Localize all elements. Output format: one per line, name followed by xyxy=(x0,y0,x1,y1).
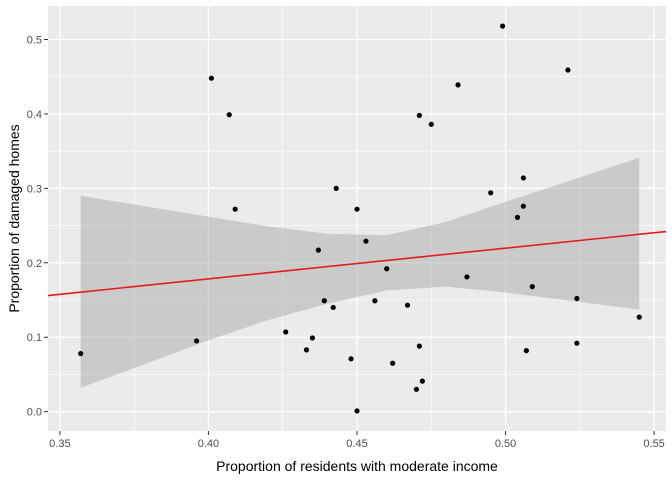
y-tick-label: 0.2 xyxy=(27,258,42,270)
data-point xyxy=(354,206,360,212)
y-axis-ticks: 0.0 0.1 0.2 0.3 0.4 0.5 xyxy=(27,34,48,419)
data-point xyxy=(390,360,396,366)
y-tick-label: 0.3 xyxy=(27,183,42,195)
data-point xyxy=(372,298,378,304)
data-point xyxy=(354,408,360,414)
x-tick-label: 0.35 xyxy=(49,438,70,450)
y-tick-label: 0.4 xyxy=(27,109,42,121)
data-point xyxy=(208,75,215,81)
data-point xyxy=(232,206,238,212)
x-tick-label: 0.55 xyxy=(643,438,664,450)
data-point xyxy=(78,350,84,357)
y-tick-label: 0.1 xyxy=(27,332,42,344)
data-point xyxy=(520,203,526,209)
data-point xyxy=(348,356,354,362)
data-point xyxy=(419,378,425,384)
data-point xyxy=(321,298,327,304)
data-point xyxy=(416,343,422,349)
data-point xyxy=(488,190,494,196)
x-tick-label: 0.45 xyxy=(346,438,367,450)
y-tick-label: 0.0 xyxy=(27,407,42,419)
data-point xyxy=(404,302,411,308)
data-point xyxy=(283,329,289,335)
data-point xyxy=(428,121,434,127)
data-point xyxy=(333,185,339,191)
data-point xyxy=(315,247,321,253)
data-point xyxy=(226,112,232,118)
data-point xyxy=(520,175,526,181)
data-point xyxy=(303,347,310,353)
data-point xyxy=(330,304,336,311)
data-point xyxy=(565,67,571,73)
data-point xyxy=(499,23,506,29)
data-points xyxy=(78,23,642,414)
data-point xyxy=(309,335,316,341)
data-point xyxy=(529,284,535,290)
data-point xyxy=(514,214,521,220)
data-point xyxy=(636,314,642,320)
confidence-band xyxy=(80,157,640,388)
data-point xyxy=(193,338,200,344)
data-point xyxy=(464,274,470,280)
x-axis-title: Proportion of residents with moderate in… xyxy=(216,458,498,474)
x-tick-label: 0.40 xyxy=(198,438,219,450)
data-point xyxy=(574,340,580,346)
data-point xyxy=(574,295,580,302)
regression-line xyxy=(47,230,667,297)
data-point xyxy=(413,386,420,392)
x-tick-label: 0.50 xyxy=(495,438,516,450)
data-point xyxy=(523,348,529,354)
data-point xyxy=(384,266,390,272)
x-axis-ticks: 0.35 0.40 0.45 0.50 0.55 xyxy=(49,431,665,450)
data-point xyxy=(416,112,422,119)
y-tick-label: 0.5 xyxy=(27,34,42,46)
data-point xyxy=(363,238,369,244)
y-axis-title: Proportion of damaged homes xyxy=(6,124,22,312)
data-point xyxy=(455,82,461,88)
